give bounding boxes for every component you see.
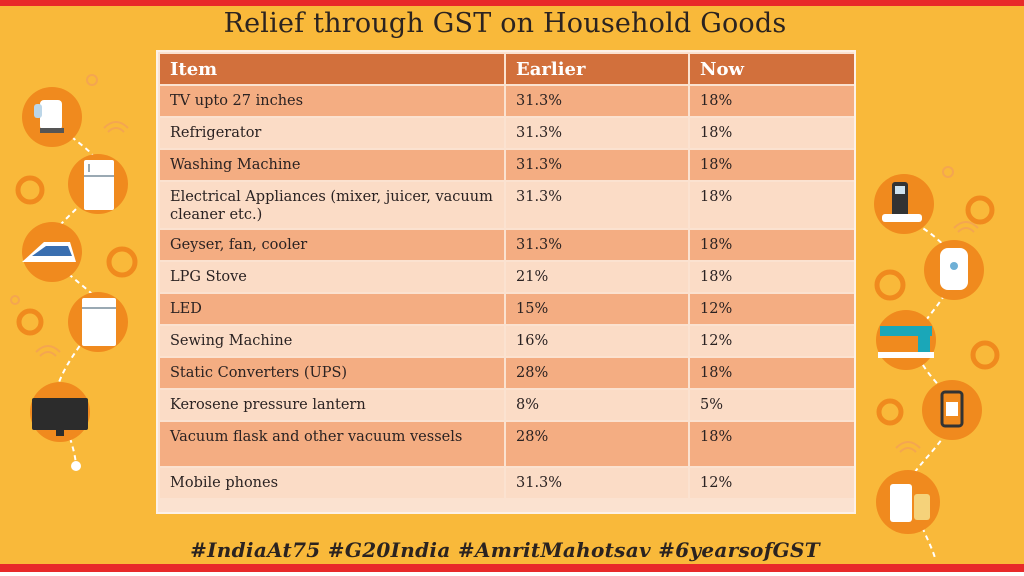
television-icon bbox=[30, 382, 90, 442]
table-row: Geyser, fan, cooler 31.3% 18% bbox=[160, 230, 854, 260]
earlier-rate-cell: 31.3% bbox=[506, 182, 688, 228]
item-cell: Refrigerator bbox=[160, 118, 504, 148]
now-rate-cell: 5% bbox=[690, 390, 854, 420]
column-header-item: Item bbox=[160, 54, 504, 84]
sewing-machine-icon bbox=[876, 310, 936, 370]
gear-icon bbox=[15, 175, 138, 336]
now-rate-cell: 18% bbox=[690, 182, 854, 228]
column-header-earlier: Earlier bbox=[506, 54, 688, 84]
refrigerator-icon bbox=[68, 154, 128, 214]
table-row: LED 15% 12% bbox=[160, 294, 854, 324]
now-rate-cell: 12% bbox=[690, 294, 854, 324]
mixer-grinder-icon bbox=[876, 470, 940, 534]
now-rate-cell: 18% bbox=[690, 262, 854, 292]
bottom-border bbox=[0, 564, 1024, 572]
now-rate-cell: 18% bbox=[690, 358, 854, 388]
kettle-icon bbox=[22, 87, 82, 147]
top-border bbox=[0, 0, 1024, 6]
now-rate-cell: 18% bbox=[690, 86, 854, 116]
earlier-rate-cell: 31.3% bbox=[506, 86, 688, 116]
water-heater-icon bbox=[924, 240, 984, 300]
now-rate-cell: 18% bbox=[690, 422, 854, 466]
earlier-rate-cell: 16% bbox=[506, 326, 688, 356]
page-title: Relief through GST on Household Goods bbox=[223, 8, 787, 39]
wifi-icon bbox=[35, 121, 129, 357]
item-cell: Sewing Machine bbox=[160, 326, 504, 356]
table-row: Electrical Appliances (mixer, juicer, va… bbox=[160, 182, 854, 228]
earlier-rate-cell: 31.3% bbox=[506, 150, 688, 180]
earlier-rate-cell: 28% bbox=[506, 422, 688, 466]
table-row: LPG Stove 21% 18% bbox=[160, 262, 854, 292]
table-row: Sewing Machine 16% 12% bbox=[160, 326, 854, 356]
now-rate-cell: 18% bbox=[690, 118, 854, 148]
table-row: Vacuum flask and other vacuum vessels 28… bbox=[160, 422, 854, 466]
item-cell: Mobile phones bbox=[160, 468, 504, 498]
table-row: Static Converters (UPS) 28% 18% bbox=[160, 358, 854, 388]
left-path-end-dot bbox=[71, 461, 81, 471]
now-rate-cell: 12% bbox=[690, 468, 854, 498]
lantern-icon bbox=[922, 380, 982, 440]
now-rate-cell: 18% bbox=[690, 230, 854, 260]
gear-icon bbox=[874, 195, 1000, 426]
item-cell: Electrical Appliances (mixer, juicer, va… bbox=[160, 182, 504, 228]
earlier-rate-cell: 28% bbox=[506, 358, 688, 388]
earlier-rate-cell: 31.3% bbox=[506, 118, 688, 148]
item-cell: Static Converters (UPS) bbox=[160, 358, 504, 388]
item-cell: LED bbox=[160, 294, 504, 324]
item-cell: Geyser, fan, cooler bbox=[160, 230, 504, 260]
item-cell: Washing Machine bbox=[160, 150, 504, 180]
item-cell: TV upto 27 inches bbox=[160, 86, 504, 116]
item-cell: Kerosene pressure lantern bbox=[160, 390, 504, 420]
table-row: TV upto 27 inches 31.3% 18% bbox=[160, 86, 854, 116]
now-rate-cell: 18% bbox=[690, 150, 854, 180]
iron-icon bbox=[22, 222, 82, 282]
table-row: Kerosene pressure lantern 8% 5% bbox=[160, 390, 854, 420]
bottom-edge bbox=[0, 572, 1024, 576]
earlier-rate-cell: 8% bbox=[506, 390, 688, 420]
earlier-rate-cell: 15% bbox=[506, 294, 688, 324]
now-rate-cell: 12% bbox=[690, 326, 854, 356]
item-cell: LPG Stove bbox=[160, 262, 504, 292]
earlier-rate-cell: 31.3% bbox=[506, 468, 688, 498]
gst-rates-table: Item Earlier Now TV upto 27 inches 31.3%… bbox=[158, 52, 854, 512]
item-cell: Vacuum flask and other vacuum vessels bbox=[160, 422, 504, 466]
table-row: Refrigerator 31.3% 18% bbox=[160, 118, 854, 148]
column-header-now: Now bbox=[690, 54, 854, 84]
cordless-phone-icon bbox=[874, 174, 934, 234]
table-header-row: Item Earlier Now bbox=[160, 54, 854, 84]
earlier-rate-cell: 21% bbox=[506, 262, 688, 292]
table-row: Washing Machine 31.3% 18% bbox=[160, 150, 854, 180]
earlier-rate-cell: 31.3% bbox=[506, 230, 688, 260]
table-row: Mobile phones 31.3% 12% bbox=[160, 468, 854, 498]
wifi-icon bbox=[895, 221, 979, 453]
hashtags-footer: #IndiaAt75 #G20India #AmritMahotsav #6ye… bbox=[190, 538, 820, 562]
dishwasher-icon bbox=[68, 292, 128, 352]
